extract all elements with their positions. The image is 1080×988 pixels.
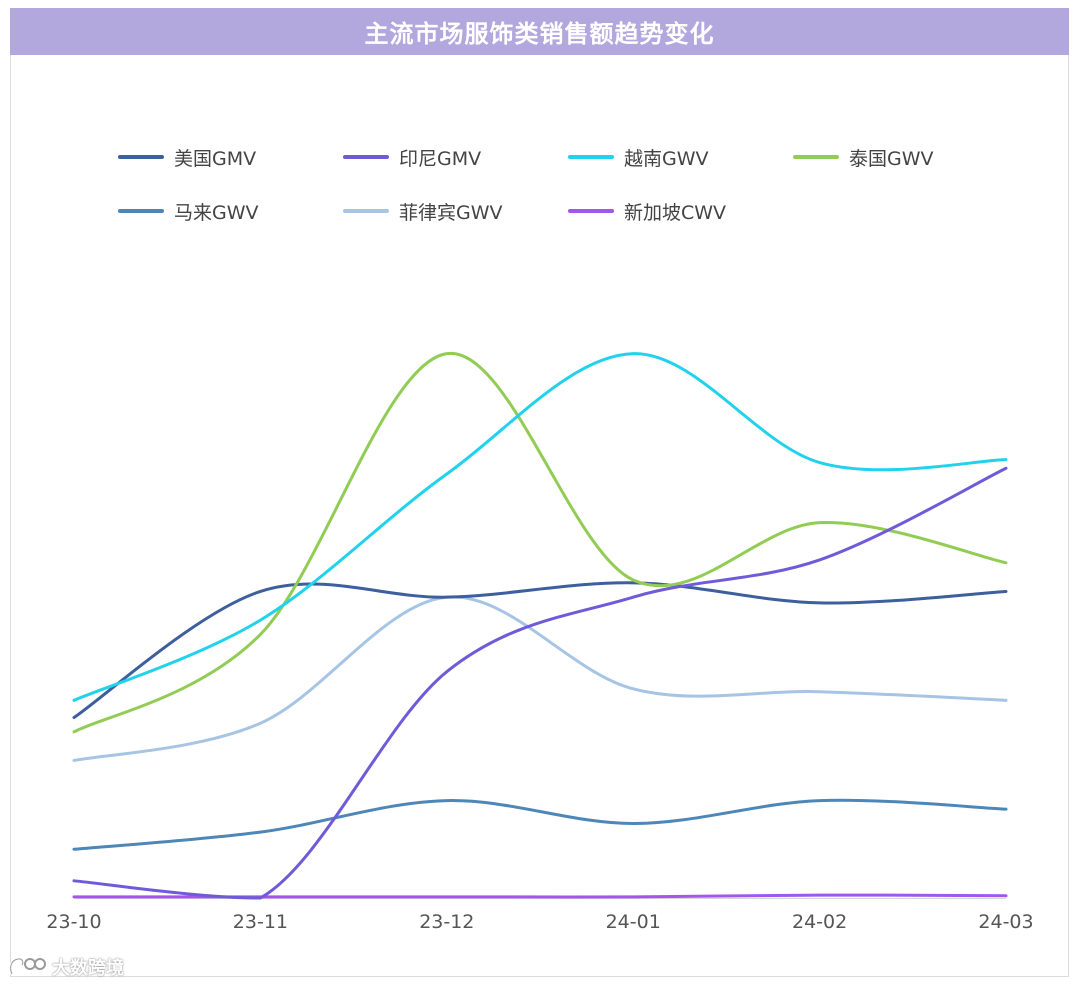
legend-label: 越南GWV [624,147,709,170]
chart-title: 主流市场服饰类销售额趋势变化 [10,8,1069,55]
x-tick-label: 23-10 [46,911,101,933]
legend-item[interactable]: 越南GWV [568,145,709,170]
legend-label: 印尼GMV [399,147,482,170]
legend-item[interactable]: 新加坡CWV [568,199,727,224]
legend-swatch [793,155,839,159]
legend-swatch [343,155,389,159]
chart-frame [10,55,1069,977]
legend-swatch [343,209,389,213]
dashuju-logo-icon [9,957,46,975]
legend-swatch [568,209,614,213]
series-line [72,798,1008,851]
legend-label: 泰国GWV [849,147,934,170]
legend-label: 美国GMV [174,147,257,170]
x-tick-label: 23-11 [233,911,288,933]
legend-label: 新加坡CWV [624,201,727,224]
x-tick-label: 24-01 [606,911,661,933]
legend-swatch [568,155,614,159]
watermark: 大数跨境 [8,954,124,980]
series-line [72,352,1008,734]
x-tick-label: 24-03 [978,911,1033,933]
legend-item[interactable]: 美国GMV [118,145,257,170]
legend-label: 马来GWV [174,201,259,224]
legend-item[interactable]: 泰国GWV [793,145,934,170]
series-line [72,581,1008,720]
legend-swatch [118,209,164,213]
legend-label: 菲律宾GWV [399,201,503,224]
watermark-text: 大数跨境 [52,958,124,979]
series-line [72,352,1008,702]
series-line [72,466,1008,900]
legend-item[interactable]: 菲律宾GWV [343,199,503,224]
x-tick-label: 24-02 [792,911,847,933]
legend-item[interactable]: 印尼GMV [343,145,482,170]
legend-swatch [118,155,164,159]
x-tick-label: 23-12 [419,911,474,933]
legend-item[interactable]: 马来GWV [118,199,259,224]
